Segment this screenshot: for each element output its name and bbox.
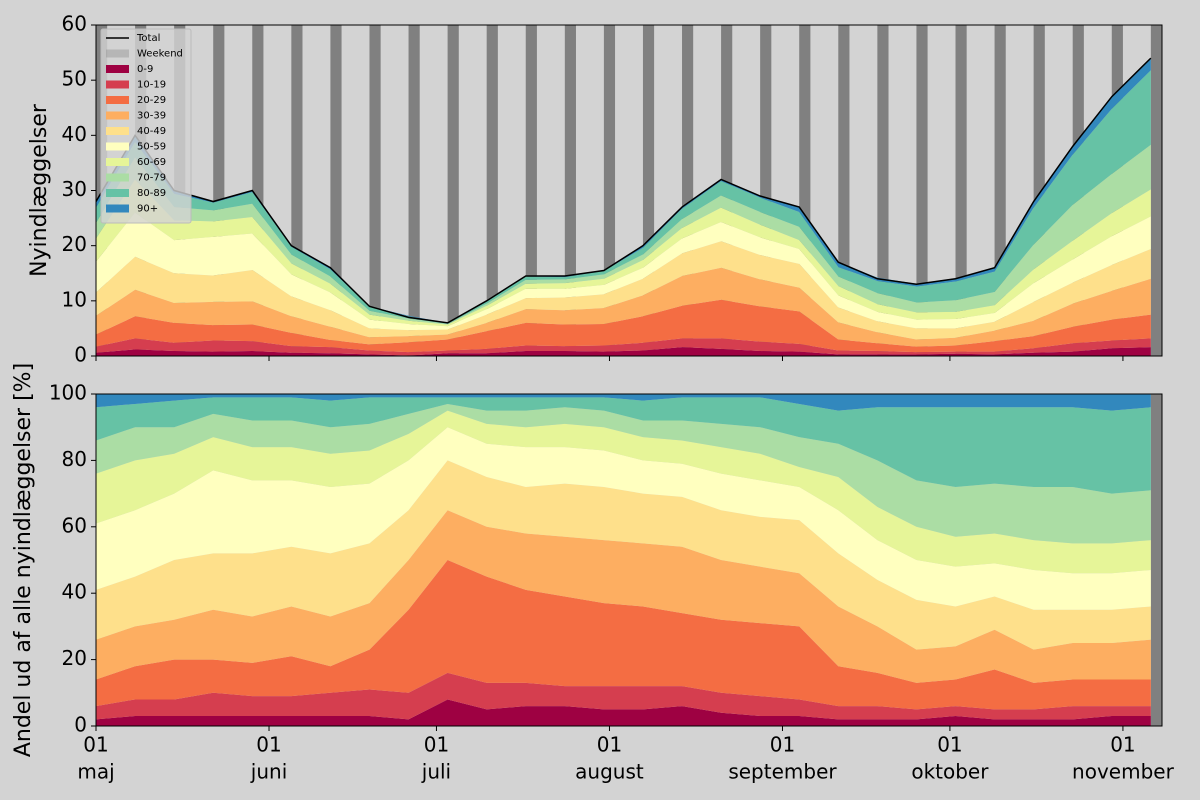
area: [96, 560, 1151, 710]
legend-swatch: [106, 96, 129, 104]
weekend-bar: [330, 25, 342, 356]
x-tick-label: juli: [421, 760, 451, 784]
legend-label: 50-59: [137, 142, 166, 153]
legend-label: 0-9: [137, 64, 153, 75]
area: [96, 397, 1151, 494]
area: [96, 403, 1151, 544]
x-tick-label: 01: [1110, 733, 1135, 757]
plot-area: [96, 25, 1162, 356]
legend-swatch: [106, 127, 129, 135]
weekend-bar: [994, 25, 1006, 356]
x-tick-label: november: [1072, 760, 1175, 784]
area: [96, 510, 1151, 683]
area: [96, 338, 1151, 356]
weekend-bar: [369, 25, 381, 356]
x-tick-label: oktober: [911, 760, 989, 784]
weekend-bar: [838, 25, 850, 356]
legend-swatch: [106, 65, 129, 73]
x-tick-label: 01: [597, 733, 622, 757]
legend-label: 40-49: [137, 126, 166, 137]
plot-frame: [95, 393, 1163, 727]
x-tick-label: maj: [77, 760, 114, 784]
y-tick-label: 30: [62, 177, 87, 201]
legend-label: 60-69: [137, 157, 166, 168]
y-axis-label: Andel ud af alle nyindlæggelser [%]: [11, 363, 36, 757]
legend-label: Total: [136, 33, 160, 44]
legend-swatch: [106, 189, 129, 197]
y-tick-label: 80: [62, 447, 87, 471]
legend-label: 30-39: [137, 111, 166, 122]
weekend-bar: [1033, 25, 1045, 356]
legend-label: 80-89: [137, 188, 166, 199]
x-tick-label: 01: [937, 733, 962, 757]
weekend-bar: [955, 25, 967, 356]
weekend-bar: [760, 25, 772, 356]
legend-swatch: [106, 111, 129, 120]
y-tick-label: 20: [62, 232, 87, 256]
weekend-bar: [213, 25, 225, 356]
weekend-bar: [408, 25, 420, 356]
y-tick-label: 40: [62, 580, 87, 604]
y-axis-label: Nyindlæggelser: [27, 103, 52, 277]
area: [96, 427, 1151, 610]
weekend-bar: [916, 25, 928, 356]
legend-swatch: [106, 80, 129, 89]
weekend-bar: [642, 25, 655, 356]
y-tick-label: 0: [74, 343, 87, 367]
x-tick-label: 01: [83, 733, 108, 757]
y-tick-label: 50: [62, 67, 87, 91]
y-tick-label: 40: [62, 122, 87, 146]
weekend-bar: [564, 25, 576, 356]
legend-label: 70-79: [137, 173, 166, 184]
weekend-bar: [291, 25, 303, 356]
x-tick-label: august: [575, 760, 644, 784]
legend-label: Weekend: [137, 49, 183, 60]
y-tick-label: 60: [62, 513, 87, 537]
y-tick-label: 0: [74, 713, 87, 737]
weekend-bar: [799, 25, 811, 356]
weekend-bar: [525, 25, 537, 356]
area: [96, 241, 1151, 340]
weekend-bar: [252, 25, 264, 356]
legend-label: 90+: [137, 204, 158, 215]
x-tick-label: 01: [424, 733, 449, 757]
x-tick-label: 01: [770, 733, 795, 757]
legend-swatch: [106, 173, 129, 182]
weekend-bar: [603, 25, 616, 356]
y-tick-label: 20: [62, 646, 87, 670]
weekend-bar: [1150, 25, 1162, 356]
area: [96, 410, 1151, 574]
total-line: [96, 57, 1152, 324]
y-tick-label: 60: [62, 12, 87, 36]
area: [96, 394, 1151, 411]
weekend-bar: [682, 25, 694, 356]
legend-swatch: [106, 142, 129, 151]
plot-area: [96, 394, 1162, 726]
weekend-bar: [486, 25, 498, 356]
x-tick-label: 01: [256, 733, 281, 757]
x-tick-label: september: [728, 760, 837, 784]
weekend-bar: [1150, 394, 1162, 726]
area: [96, 347, 1151, 356]
x-tick-label: juni: [250, 760, 287, 784]
y-tick-label: 10: [62, 287, 87, 311]
area: [96, 672, 1151, 720]
weekend-bar: [877, 25, 889, 356]
legend-swatch: [106, 158, 129, 166]
legend-swatch: [106, 49, 129, 58]
area: [96, 460, 1151, 650]
legend-label: 20-29: [137, 95, 166, 106]
area: [96, 299, 1151, 353]
legend-label: 10-19: [137, 80, 166, 91]
y-tick-label: 100: [49, 381, 87, 405]
weekend-bar: [447, 25, 459, 356]
area: [96, 267, 1151, 347]
legend-swatch: [106, 204, 129, 213]
